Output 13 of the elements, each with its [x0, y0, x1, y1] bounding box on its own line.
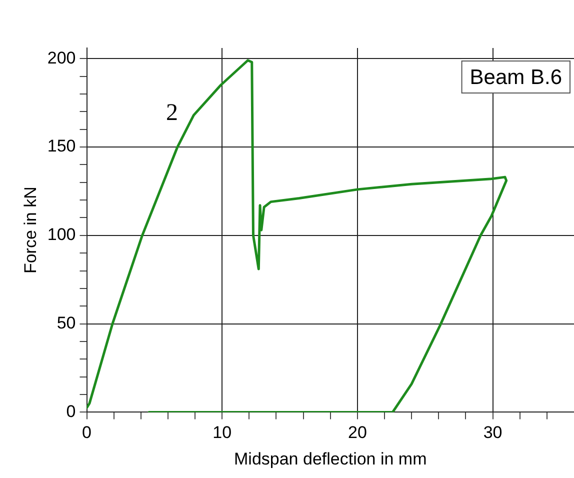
x-axis-title: Midspan deflection in mm [234, 449, 427, 468]
y-tick-label: 100 [47, 225, 76, 244]
y-tick-label: 50 [56, 313, 76, 332]
x-tick-label: 10 [212, 423, 232, 442]
y-tick-label: 0 [66, 402, 76, 421]
x-tick-label: 0 [82, 423, 92, 442]
y-axis-title: Force in kN [20, 186, 40, 274]
x-tick-label: 30 [483, 423, 502, 442]
x-tick-label: 20 [348, 423, 367, 442]
annotation: 2 [166, 100, 178, 126]
y-tick-label: 150 [47, 136, 76, 156]
y-tick-label: 200 [47, 48, 76, 68]
annotation: Beam B.6 [470, 66, 562, 89]
